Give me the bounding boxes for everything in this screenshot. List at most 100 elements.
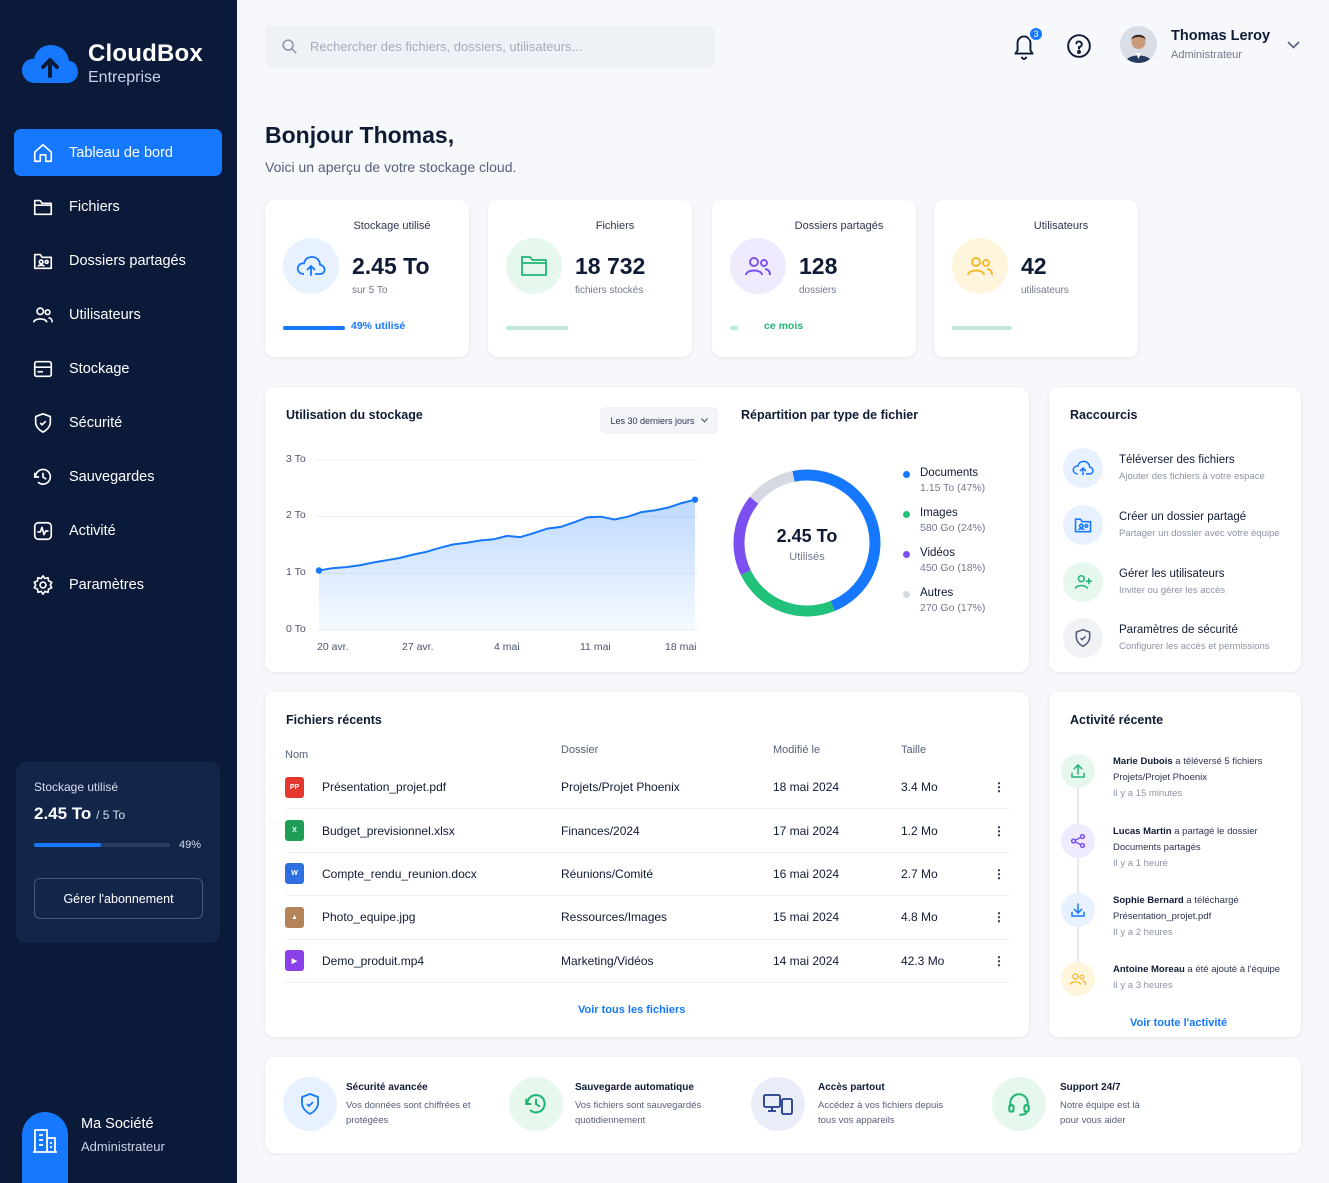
stat-card-storage[interactable]: Stockage utilisé 2.45 To sur 5 To 49% ut… xyxy=(265,200,469,357)
stat-card-shared[interactable]: Dossiers partagés 128 dossiers ce mois xyxy=(712,200,916,357)
company-block[interactable]: Ma Société Administrateur xyxy=(22,1112,165,1183)
sidebar-item-label: Fichiers xyxy=(69,198,120,215)
manage-subscription-button[interactable]: Gérer l'abonnement xyxy=(34,878,203,919)
activity-item[interactable]: Sophie Bernard a téléchargé Présentation_… xyxy=(1061,893,1299,941)
shield-icon xyxy=(34,412,52,433)
excel-file-icon: X xyxy=(285,820,304,842)
view-all-activity-link[interactable]: Voir toute l'activité xyxy=(1130,1017,1228,1029)
data-point[interactable] xyxy=(315,567,323,574)
activity-time: Il y a 2 heures xyxy=(1113,927,1173,938)
stat-progress xyxy=(283,326,345,330)
sidebar-item-backups[interactable]: Sauvegardes xyxy=(14,453,222,500)
activity-item[interactable]: Marie Dubois a téléversé 5 fichiers Proje… xyxy=(1061,754,1299,802)
legend-name: Vidéos xyxy=(920,547,955,559)
col-header-size[interactable]: Taille xyxy=(901,744,927,756)
more-options-icon[interactable]: ⋮ xyxy=(993,953,1005,968)
building-icon xyxy=(33,1129,57,1153)
activity-item[interactable]: Lucas Martin a partagé le dossier Documen… xyxy=(1061,824,1299,872)
file-name[interactable]: Présentation_projet.pdf xyxy=(322,780,447,795)
image-file-icon: ▲ xyxy=(285,906,304,928)
shortcuts-title: Raccourcis xyxy=(1070,408,1138,422)
users-icon xyxy=(745,257,771,276)
file-name[interactable]: Demo_produit.mp4 xyxy=(322,953,425,968)
shortcut-upload[interactable]: Téléverser des fichiers Ajouter des fichi… xyxy=(1063,448,1265,488)
shortcut-sub: Ajouter des fichiers à votre espace xyxy=(1119,471,1265,482)
devices-icon xyxy=(751,1077,805,1131)
sidebar-item-label: Stockage xyxy=(69,360,130,377)
storage-progress-bar xyxy=(34,843,170,847)
sidebar-item-security[interactable]: Sécurité xyxy=(14,399,222,446)
shortcut-security-settings[interactable]: Paramètres de sécurité Configurer les acc… xyxy=(1063,618,1269,658)
more-options-icon[interactable]: ⋮ xyxy=(993,780,1005,795)
sidebar-item-activity[interactable]: Activité xyxy=(14,507,222,554)
donut-slice-documents[interactable] xyxy=(792,469,881,612)
data-point[interactable] xyxy=(691,496,699,503)
more-options-icon[interactable]: ⋮ xyxy=(993,866,1005,881)
table-row[interactable]: PP Présentation_projet.pdf Projets/Projet… xyxy=(285,766,1009,810)
notifications-button[interactable]: 3 xyxy=(1011,26,1044,65)
shortcut-icon-bg xyxy=(1063,562,1103,602)
stat-card-users[interactable]: Utilisateurs 42 utilisateurs xyxy=(934,200,1138,357)
donut-slice-autres[interactable] xyxy=(749,470,795,504)
sidebar-storage-label: Stockage utilisé xyxy=(34,780,119,794)
legend-dot xyxy=(903,551,910,558)
sidebar-item-dashboard[interactable]: Tableau de bord xyxy=(14,129,222,176)
activity-icon xyxy=(33,521,53,540)
legend-value: 580 Go (24%) xyxy=(920,522,986,534)
shortcut-shared-folder[interactable]: Créer un dossier partagé Partager un doss… xyxy=(1063,505,1280,545)
stat-sub: dossiers xyxy=(799,285,837,296)
donut-slice-vidéos[interactable] xyxy=(733,496,759,576)
page-subtitle: Voici un aperçu de votre stockage cloud. xyxy=(265,159,517,175)
sidebar-item-files[interactable]: Fichiers xyxy=(14,183,222,230)
chevron-down-icon xyxy=(1287,40,1300,49)
file-size: 3.4 Mo xyxy=(901,780,938,795)
table-row[interactable]: ▲ Photo_equipe.jpg Ressources/Images 15 m… xyxy=(285,896,1009,940)
home-icon xyxy=(33,143,53,162)
stat-icon-bg xyxy=(506,238,562,294)
help-button[interactable] xyxy=(1066,33,1092,64)
activity-user: Antoine Moreau xyxy=(1113,964,1185,975)
shortcut-sub: Inviter ou gérer les accès xyxy=(1119,585,1226,596)
more-options-icon[interactable]: ⋮ xyxy=(993,910,1005,925)
activity-item[interactable]: Antoine Moreau a été ajouté à l'équipe Il… xyxy=(1061,962,1299,996)
file-folder: Finances/2024 xyxy=(561,823,640,838)
sidebar-item-settings[interactable]: Paramètres xyxy=(14,561,222,608)
company-badge xyxy=(22,1112,68,1183)
sidebar-item-storage[interactable]: Stockage xyxy=(14,345,222,392)
file-name[interactable]: Budget_previsionnel.xlsx xyxy=(322,823,455,838)
table-row[interactable]: X Budget_previsionnel.xlsx Finances/2024 … xyxy=(285,809,1009,853)
users-icon xyxy=(967,257,993,276)
file-name[interactable]: Photo_equipe.jpg xyxy=(322,910,416,925)
period-select[interactable]: Les 30 derniers jours xyxy=(600,407,718,434)
headset-icon xyxy=(992,1077,1046,1131)
col-header-folder[interactable]: Dossier xyxy=(561,744,599,756)
cloud-upload-logo-icon xyxy=(22,44,78,83)
stat-card-files[interactable]: Fichiers 18 732 fichiers stockés xyxy=(488,200,692,357)
donut-slice-images[interactable] xyxy=(740,570,835,617)
table-row[interactable]: ▶ Demo_produit.mp4 Marketing/Vidéos 14 ma… xyxy=(285,940,1009,983)
file-name[interactable]: Compte_rendu_reunion.docx xyxy=(322,866,477,881)
user-menu[interactable]: Thomas Leroy Administrateur xyxy=(1120,26,1300,63)
search-bar[interactable]: Rechercher des fichiers, dossiers, utili… xyxy=(265,25,715,68)
storage-used: 2.45 To xyxy=(34,804,92,823)
sidebar-item-users[interactable]: Utilisateurs xyxy=(14,291,222,338)
table-row[interactable]: W Compte_rendu_reunion.docx Réunions/Comi… xyxy=(285,853,1009,897)
col-header-modified[interactable]: Modifié le xyxy=(773,744,821,756)
shortcut-manage-users[interactable]: Gérer les utilisateurs Inviter ou gérer l… xyxy=(1063,562,1225,602)
sidebar-item-shared[interactable]: Dossiers partagés xyxy=(14,237,222,284)
file-size: 2.7 Mo xyxy=(901,866,938,881)
file-folder: Ressources/Images xyxy=(561,910,668,925)
recent-files-card: Fichiers récents Nom Dossier Modifié le … xyxy=(265,692,1029,1037)
col-header-name[interactable]: Nom xyxy=(285,749,309,761)
stat-sub: fichiers stockés xyxy=(575,285,644,296)
recent-activity-card: Activité récente Marie Dubois a télévers… xyxy=(1049,692,1301,1037)
sidebar-item-label: Sauvegardes xyxy=(69,468,155,485)
legend-value: 1.15 To (47%) xyxy=(920,482,986,494)
more-options-icon[interactable]: ⋮ xyxy=(993,823,1005,838)
file-size: 4.8 Mo xyxy=(901,910,938,925)
storage-usage-chart xyxy=(315,459,699,631)
view-all-files-link[interactable]: Voir tous les fichiers xyxy=(578,1004,686,1016)
brand-logo[interactable]: CloudBox Entreprise xyxy=(22,40,203,87)
sidebar-item-label: Tableau de bord xyxy=(69,144,173,161)
search-input[interactable]: Rechercher des fichiers, dossiers, utili… xyxy=(310,39,583,54)
